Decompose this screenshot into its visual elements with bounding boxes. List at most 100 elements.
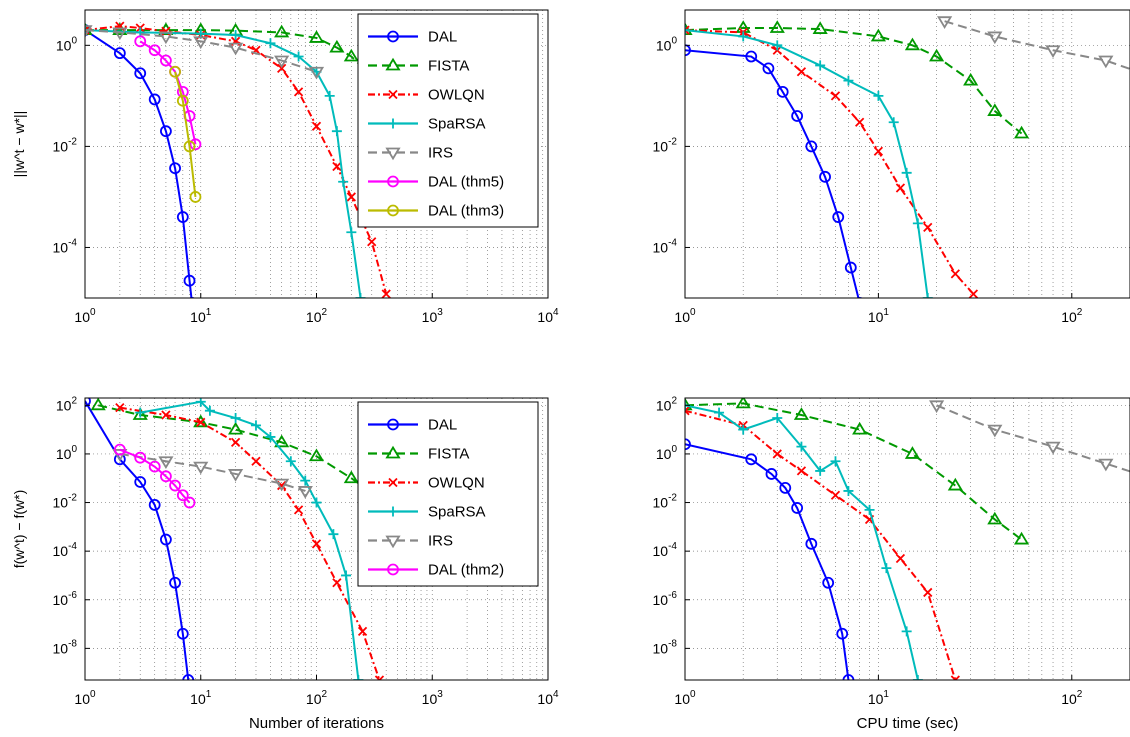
data-point-fista xyxy=(329,39,345,53)
data-point-irs xyxy=(158,31,174,45)
y-tick-label: 10-2 xyxy=(53,493,78,511)
grid xyxy=(685,10,1130,298)
y-tick-label: 100 xyxy=(656,444,678,462)
data-point-fista xyxy=(685,22,693,36)
data-point-sparsa xyxy=(830,456,841,467)
data-point-sparsa xyxy=(738,424,749,435)
data-point-dal xyxy=(779,482,792,494)
series-group xyxy=(685,16,1130,298)
data-point-fista xyxy=(735,398,751,409)
data-point-dal xyxy=(856,296,863,298)
data-point-irs xyxy=(1045,441,1061,455)
data-point-sparsa xyxy=(888,117,899,128)
x-tick-label: 100 xyxy=(74,689,96,707)
legend-label-dal-thm3: DAL (thm3) xyxy=(428,203,504,220)
data-point-sparsa xyxy=(204,405,215,416)
data-point-irs xyxy=(937,16,953,29)
x-tick-label: 101 xyxy=(190,307,212,325)
data-point-fista xyxy=(308,30,325,43)
data-point-owlqn xyxy=(293,87,304,97)
legend-marker-dal-thm3 xyxy=(387,204,399,217)
data-point-dal-thm3 xyxy=(169,65,181,78)
data-point-sparsa xyxy=(815,465,826,476)
legend-marker-dal xyxy=(387,418,399,431)
data-point-dal xyxy=(148,93,161,106)
legend-box xyxy=(357,13,539,228)
data-point-sparsa xyxy=(772,40,783,51)
y-tick-label: 10-2 xyxy=(53,136,78,154)
data-point-dal xyxy=(805,140,818,153)
series-line-irs xyxy=(944,20,1130,71)
data-point-sparsa xyxy=(873,90,884,101)
data-point-sparsa xyxy=(881,563,892,574)
data-point-fista xyxy=(987,103,1003,116)
data-point-dal xyxy=(844,261,857,274)
data-point-irs xyxy=(1098,458,1114,472)
data-point-dal xyxy=(85,398,91,407)
data-point-sparsa xyxy=(230,30,241,41)
x-tick-label: 104 xyxy=(537,307,559,325)
legend-marker-fista xyxy=(385,445,401,459)
x-tick-label: 102 xyxy=(306,307,328,325)
legend-label-sparsa: SpaRSA xyxy=(428,504,486,521)
data-point-irs xyxy=(193,36,209,50)
data-point-sparsa xyxy=(815,60,826,71)
data-point-fista xyxy=(929,48,945,62)
data-point-sparsa xyxy=(922,293,933,298)
x-tick-label: 100 xyxy=(674,307,696,325)
data-point-irs xyxy=(1098,55,1114,69)
data-point-owlqn xyxy=(772,449,782,459)
data-point-owlqn xyxy=(293,505,304,515)
data-point-sparsa xyxy=(353,675,364,680)
data-point-fista xyxy=(1013,125,1030,139)
data-point-dal xyxy=(113,47,126,60)
data-point-owlqn xyxy=(374,675,385,680)
legend-label-sparsa: SpaRSA xyxy=(428,116,486,133)
data-point-owlqn xyxy=(311,539,322,549)
x-tick-label: 102 xyxy=(1061,307,1083,325)
data-point-fista xyxy=(904,446,921,459)
grid xyxy=(685,398,1130,680)
data-point-dal xyxy=(832,211,845,223)
data-point-sparsa xyxy=(901,167,912,178)
series-line-fista xyxy=(685,27,1023,135)
series-line-sparsa xyxy=(85,29,362,298)
data-point-dal-thm2 xyxy=(148,460,161,473)
data-point-fista xyxy=(769,20,785,33)
data-point-dal xyxy=(791,110,804,122)
data-point-owlqn xyxy=(685,406,690,416)
data-point-irs xyxy=(228,469,244,482)
series-group xyxy=(685,398,1130,680)
data-point-owlqn xyxy=(796,67,807,77)
legend-label-dal: DAL xyxy=(428,29,457,46)
y-tick-label: 100 xyxy=(656,35,678,53)
data-point-sparsa xyxy=(901,626,912,637)
data-point-fista xyxy=(947,477,963,491)
legend-marker-irs xyxy=(385,147,401,161)
legend-marker-dal-thm2 xyxy=(387,563,399,576)
series-line-dal xyxy=(85,29,193,298)
x-tick-label: 103 xyxy=(422,689,444,707)
legend-marker-sparsa xyxy=(388,118,398,129)
data-point-sparsa xyxy=(796,441,807,452)
series-line-sparsa xyxy=(685,404,919,680)
data-point-dal-thm2 xyxy=(169,479,181,492)
chart-top-right: 100 101 102 10-4 10-2 100 xyxy=(653,9,1130,325)
legend-label-dal-thm5: DAL (thm5) xyxy=(428,174,504,191)
data-point-dal-thm5 xyxy=(134,35,147,48)
series-line-irs xyxy=(85,29,317,73)
data-point-fista xyxy=(343,470,359,484)
data-point-dal xyxy=(169,576,181,589)
legend-marker-fista xyxy=(385,57,401,71)
series-line-owlqn xyxy=(85,25,388,295)
legend: DAL FISTA OWLQN SpaRSA IRS DAL (thm2) xyxy=(357,401,539,587)
legend-label-irs: IRS xyxy=(428,145,453,162)
data-point-fista xyxy=(685,398,693,411)
data-point-sparsa xyxy=(324,90,335,101)
series-line-dal-thm3 xyxy=(174,71,197,198)
data-point-sparsa xyxy=(355,293,366,298)
legend-label-fista: FISTA xyxy=(428,58,469,75)
chart-top-left: 100 101 102 103 104 10-4 10-2 100 ||w^t − w*|| DA… xyxy=(11,9,559,325)
y-axis-label: ||w^t − w*|| xyxy=(11,111,27,178)
data-point-owlqn xyxy=(923,222,933,232)
